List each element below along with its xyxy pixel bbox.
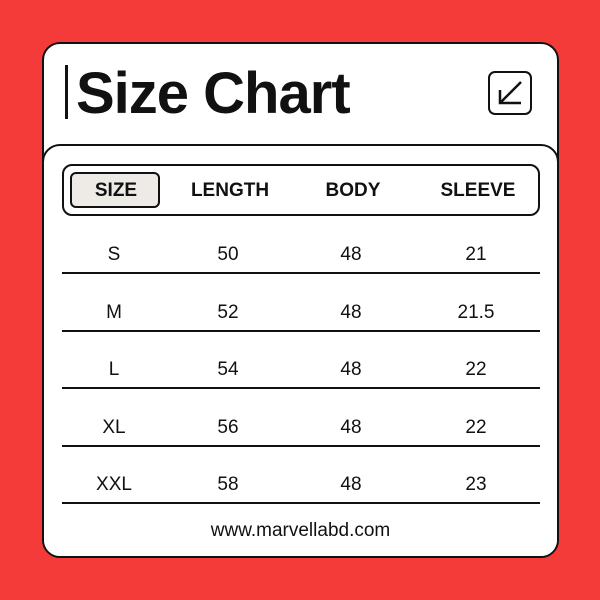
cell-length: 52: [217, 301, 239, 323]
cell-size: M: [106, 301, 122, 323]
size-table: SIZE LENGTH BODY SLEEVE S 50 48 21 M 52 48 21.5…: [44, 144, 557, 556]
arrow-down-left-icon[interactable]: [488, 71, 532, 115]
cell-length: 50: [217, 244, 239, 265]
cell-size: S: [107, 244, 121, 265]
row-divider: [62, 444, 540, 447]
header-size: SIZE: [94, 180, 138, 201]
title-accent-bar: [65, 65, 68, 119]
row-divider: [62, 272, 540, 274]
cell-sleeve: 22: [465, 416, 487, 438]
cell-size: XXL: [96, 474, 132, 495]
cell-sleeve: 23: [465, 474, 487, 495]
cell-sleeve: 21.5: [457, 301, 495, 323]
header-length: LENGTH: [190, 180, 270, 201]
website-url[interactable]: www.marvellabd.com: [210, 520, 391, 541]
cell-size: L: [108, 359, 120, 380]
table-row: S 50 48 21: [62, 226, 540, 283]
cell-size: XL: [102, 416, 126, 438]
row-divider: [62, 387, 540, 389]
cell-body: 48: [340, 301, 362, 323]
row-divider: [62, 502, 540, 504]
table-row: XXL 58 48 23: [62, 456, 540, 513]
table-row: L 54 48 22: [62, 341, 540, 398]
cell-body: 48: [340, 359, 362, 380]
cell-sleeve: 21: [465, 244, 487, 265]
cell-body: 48: [340, 416, 362, 438]
table-row: M 52 48 21.5: [62, 284, 540, 341]
cell-body: 48: [340, 244, 362, 265]
size-chart-card: Size Chart SIZE LENGTH BODY SLEEVE S 50 48…: [42, 42, 559, 558]
cell-sleeve: 22: [465, 359, 487, 380]
cell-length: 54: [217, 359, 239, 380]
table-header: SIZE LENGTH BODY SLEEVE: [62, 164, 540, 216]
table-row: XL 56 48 22: [62, 399, 540, 456]
page-title: Size Chart: [76, 61, 351, 126]
cell-body: 48: [340, 474, 362, 495]
cell-length: 56: [217, 416, 239, 438]
cell-length: 58: [217, 474, 239, 495]
header-body: BODY: [325, 180, 381, 201]
header-sleeve: SLEEVE: [440, 180, 516, 201]
row-divider: [62, 329, 540, 332]
size-header-highlight: [70, 172, 160, 208]
